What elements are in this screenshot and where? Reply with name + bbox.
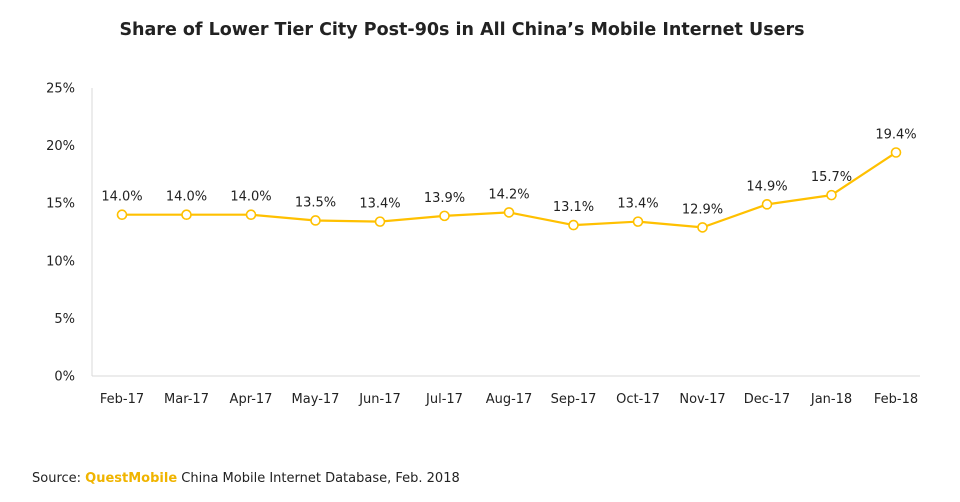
x-tick-label: Jun-17 bbox=[358, 392, 401, 407]
x-tick-label: Mar-17 bbox=[164, 392, 209, 407]
y-tick-label: 5% bbox=[54, 312, 75, 327]
data-label: 14.0% bbox=[230, 190, 271, 205]
y-axis-ticks: 0% 5% 10% 15% 20% 25% bbox=[46, 82, 75, 385]
data-point bbox=[503, 207, 515, 218]
y-tick-label: 10% bbox=[46, 254, 75, 269]
y-tick-label: 0% bbox=[54, 370, 75, 385]
x-tick-label: Apr-17 bbox=[230, 392, 273, 407]
y-tick-label: 15% bbox=[46, 197, 75, 212]
data-point bbox=[761, 199, 773, 210]
data-label: 13.4% bbox=[359, 197, 400, 212]
data-label: 14.0% bbox=[166, 190, 207, 205]
data-label: 19.4% bbox=[875, 128, 916, 143]
x-tick-label: Aug-17 bbox=[486, 392, 533, 407]
y-tick-label: 20% bbox=[46, 139, 75, 154]
data-label: 14.9% bbox=[746, 179, 787, 194]
y-tick-label: 25% bbox=[46, 82, 75, 97]
source-suffix: China Mobile Internet Database, Feb. 201… bbox=[177, 471, 460, 486]
axes bbox=[91, 88, 920, 377]
data-point bbox=[697, 222, 708, 233]
data-point bbox=[181, 209, 192, 221]
chart-title: Share of Lower Tier City Post-90s in All… bbox=[119, 20, 805, 40]
data-label: 14.0% bbox=[101, 190, 142, 205]
points-group bbox=[116, 147, 902, 233]
x-tick-label: Nov-17 bbox=[679, 392, 725, 407]
data-point bbox=[568, 219, 579, 231]
x-tick-label: Oct-17 bbox=[616, 392, 660, 407]
data-label: 15.7% bbox=[811, 170, 852, 185]
x-tick-label: Feb-17 bbox=[100, 392, 144, 407]
x-axis-ticks: Feb-17 Mar-17 Apr-17 May-17 Jun-17 Jul-17 Aug-… bbox=[100, 392, 918, 407]
data-point bbox=[439, 210, 450, 222]
data-point bbox=[632, 216, 644, 227]
x-tick-label: Jul-17 bbox=[425, 392, 463, 407]
data-label: 13.4% bbox=[617, 197, 658, 212]
data-point bbox=[245, 209, 257, 221]
source-note: Source: QuestMobile China Mobile Interne… bbox=[32, 471, 460, 486]
data-label: 13.9% bbox=[424, 191, 465, 206]
line-chart: 0% 5% 10% 15% 20% 25% Feb-17 Mar-17 Apr-17 May-1… bbox=[46, 82, 920, 407]
source-prefix: Source: bbox=[32, 471, 86, 486]
x-tick-label: May-17 bbox=[292, 392, 340, 407]
source-brand: QuestMobile bbox=[85, 471, 178, 486]
data-point bbox=[890, 147, 902, 158]
x-tick-label: Jan-18 bbox=[810, 392, 852, 407]
data-point bbox=[826, 189, 837, 201]
x-tick-label: Dec-17 bbox=[744, 392, 790, 407]
data-point bbox=[310, 215, 321, 226]
data-labels-group: 14.0% 14.0% 14.0% 13.5% 13.4% 13.9% 14.2% 13.1%… bbox=[101, 128, 916, 218]
data-label: 14.2% bbox=[488, 187, 529, 202]
x-tick-label: Feb-18 bbox=[874, 392, 918, 407]
data-label: 13.1% bbox=[553, 200, 594, 215]
x-tick-label: Sep-17 bbox=[551, 392, 597, 407]
data-point bbox=[374, 216, 386, 227]
data-label: 13.5% bbox=[295, 195, 336, 210]
data-point bbox=[116, 209, 128, 221]
data-label: 12.9% bbox=[682, 202, 723, 217]
